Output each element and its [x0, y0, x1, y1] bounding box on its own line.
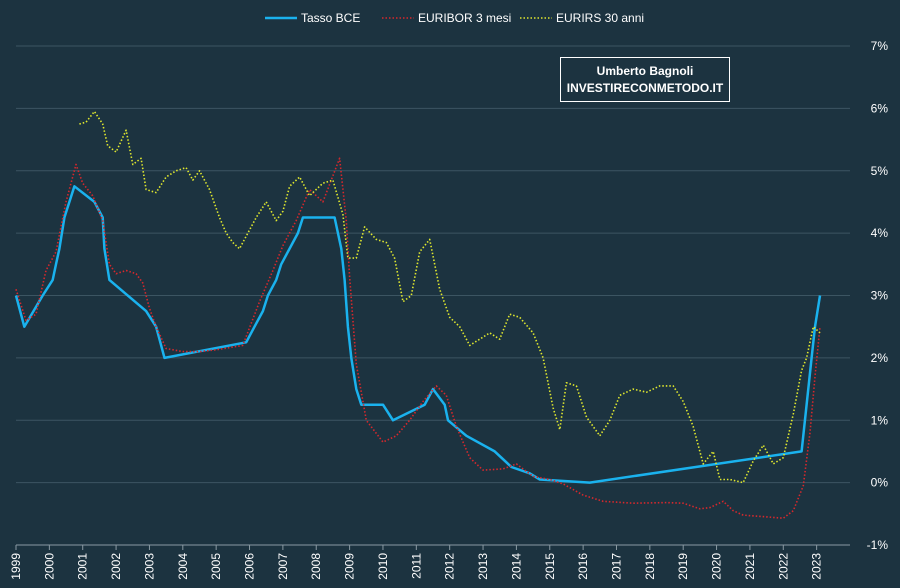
y-tick-label: 5%: [871, 164, 889, 178]
y-tick-label: 7%: [871, 39, 889, 53]
x-tick-label: 2001: [76, 553, 90, 580]
x-tick-label: 2016: [576, 553, 590, 580]
x-tick-label: 2007: [276, 553, 290, 580]
x-tick-label: 2006: [243, 553, 257, 580]
y-tick-label: 3%: [871, 289, 889, 303]
watermark-site: INVESTIRECONMETODO.IT: [566, 81, 724, 95]
y-tick-label: 2%: [871, 351, 889, 365]
x-tick-label: 2002: [109, 553, 123, 580]
x-tick-label: 2009: [343, 553, 357, 580]
x-tick-label: 1999: [9, 553, 23, 580]
x-tick-label: 2008: [309, 553, 323, 580]
x-tick-label: 2011: [409, 553, 423, 579]
y-tick-label: 4%: [871, 226, 889, 240]
x-tick-label: 2015: [543, 553, 557, 580]
watermark-author: Umberto Bagnoli: [596, 64, 694, 78]
x-tick-label: 2012: [443, 553, 457, 580]
series-line: [79, 110, 821, 484]
x-tick-label: 2005: [209, 553, 223, 580]
series-line: [15, 157, 821, 519]
y-tick-label: 6%: [871, 101, 889, 115]
x-tick-label: 2014: [509, 553, 523, 580]
grid-lines: [16, 45, 850, 546]
legend: Tasso BCE EURIBOR 3 mesi EURIRS 30 anni: [265, 11, 644, 25]
x-tick-label: 2018: [643, 553, 657, 580]
series-line: [14, 185, 822, 484]
legend-label: EURIRS 30 anni: [556, 11, 644, 25]
x-tick-label: 2023: [810, 553, 824, 580]
x-tick-label: 2019: [676, 553, 690, 580]
y-tick-label: 0%: [871, 476, 889, 490]
x-tick-label: 2022: [776, 553, 790, 580]
y-tick-label: -1%: [867, 538, 889, 552]
x-tick-label: 2000: [42, 553, 56, 580]
y-tick-label: 1%: [871, 413, 889, 427]
x-tick-label: 2004: [176, 553, 190, 580]
x-tick-label: 2003: [142, 553, 156, 580]
x-tick-label: 2020: [710, 553, 724, 580]
legend-label: Tasso BCE: [301, 11, 360, 25]
y-axis-ticks: -1% 0% 1% 2% 3% 4% 5% 6% 7%: [867, 39, 889, 552]
x-tick-label: 2013: [476, 553, 490, 580]
x-tick-label: 2010: [376, 553, 390, 580]
x-tick-label: 2021: [743, 553, 757, 580]
watermark-box: Umberto Bagnoli INVESTIRECONMETODO.IT: [560, 57, 730, 102]
x-tick-label: 2017: [609, 553, 623, 580]
x-axis-ticks: 1999 2000 2001 2002 2003 2004 2005 2006 2007 2008…: [9, 545, 824, 580]
series-lines: [14, 110, 822, 519]
legend-label: EURIBOR 3 mesi: [418, 11, 511, 25]
